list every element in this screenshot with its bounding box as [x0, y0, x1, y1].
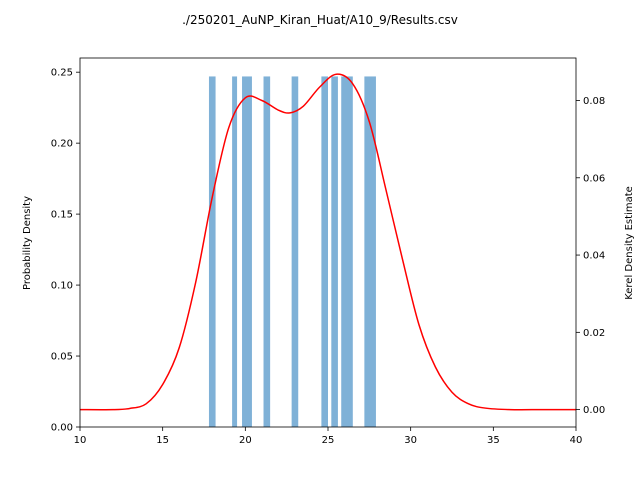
histogram-bar — [341, 76, 353, 427]
x-tick-label: 20 — [239, 435, 252, 446]
y-axis-left: 0.00 0.05 0.10 0.15 0.20 0.25 — [51, 68, 80, 434]
histogram-bar — [208, 76, 216, 427]
y-tick-label: 0.20 — [51, 139, 73, 150]
histogram-bar — [242, 76, 252, 427]
y2-tick-label: 0.00 — [583, 405, 605, 416]
y-tick-label: 0.15 — [51, 210, 73, 221]
histogram-bar — [364, 76, 376, 427]
histogram-bar — [232, 76, 238, 427]
y2-tick-label: 0.06 — [583, 173, 605, 184]
x-tick-label: 10 — [74, 435, 87, 446]
y-tick-label: 0.25 — [51, 68, 73, 79]
x-tick-label: 30 — [404, 435, 417, 446]
histogram-bar — [331, 76, 338, 427]
kde-line — [79, 73, 576, 411]
histogram-bar — [321, 76, 328, 427]
y-tick-label: 0.10 — [51, 281, 73, 292]
y2-axis-label: Kerel Density Estimate — [624, 186, 635, 300]
histogram-bar — [291, 76, 299, 427]
y-tick-label: 0.00 — [51, 423, 73, 434]
x-tick-label: 40 — [570, 435, 583, 446]
histogram-bars — [208, 76, 376, 427]
chart-title: ./250201_AuNP_Kiran_Huat/A10_9/Results.c… — [182, 13, 458, 27]
y-axis-label: Probability Density — [22, 196, 33, 290]
x-tick-label: 25 — [322, 435, 335, 446]
y2-tick-label: 0.08 — [583, 96, 605, 107]
kde-layer — [79, 73, 576, 411]
x-axis: 10 15 20 25 30 35 40 — [74, 427, 583, 446]
y-tick-label: 0.05 — [51, 352, 73, 363]
x-tick-label: 35 — [487, 435, 500, 446]
y-axis-right: 0.00 0.02 0.04 0.06 0.08 — [576, 96, 605, 416]
x-tick-label: 15 — [156, 435, 169, 446]
histogram-bar — [263, 76, 271, 427]
y2-tick-label: 0.04 — [583, 251, 605, 262]
y2-tick-label: 0.02 — [583, 328, 605, 339]
